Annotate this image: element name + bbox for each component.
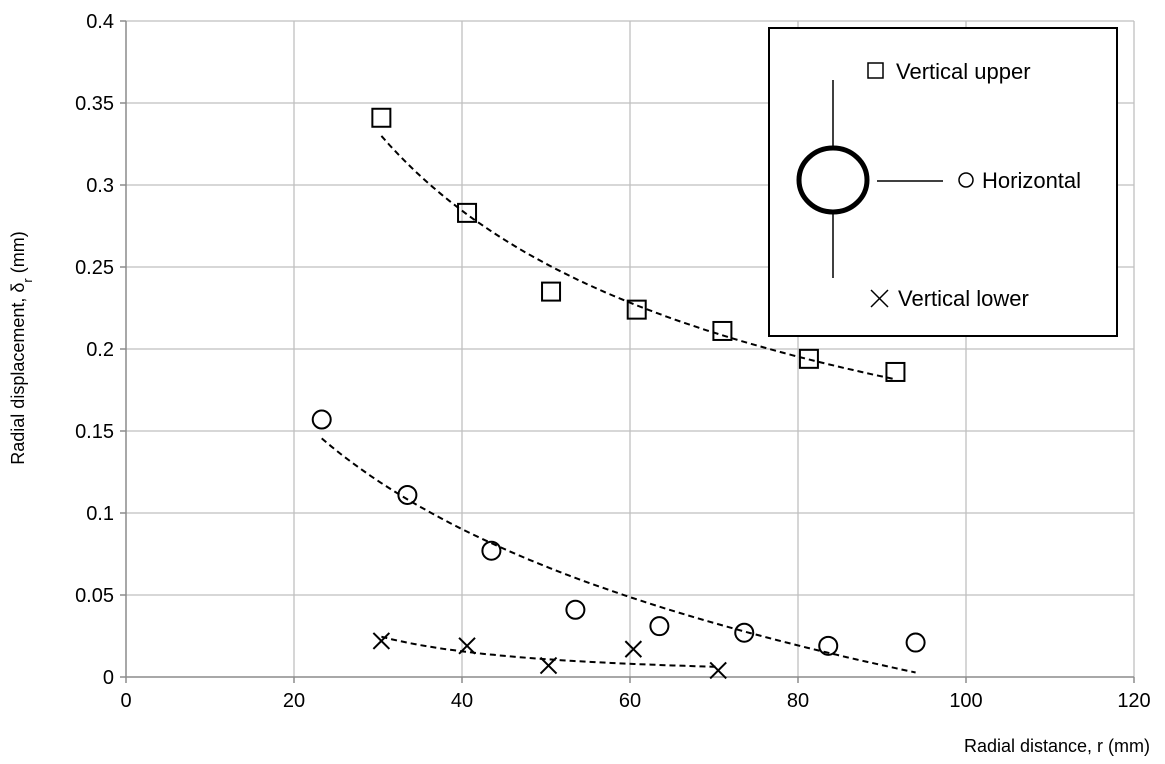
data-point-horizontal bbox=[397, 484, 418, 505]
axes bbox=[120, 20, 1135, 683]
data-point-vertical-upper bbox=[457, 202, 478, 223]
data-point-horizontal bbox=[649, 616, 670, 637]
trendline-vertical-upper bbox=[380, 135, 896, 381]
data-point-horizontal bbox=[311, 409, 332, 430]
data-point-horizontal bbox=[818, 635, 839, 656]
data-point-vertical-lower bbox=[539, 656, 558, 675]
y-tick-label: 0.4 bbox=[86, 11, 114, 33]
legend-square-icon bbox=[867, 62, 884, 79]
y-axis-title: Radial displacement, δr (mm) bbox=[8, 231, 35, 464]
data-point-vertical-upper bbox=[371, 107, 392, 128]
trendline-horizontal bbox=[321, 437, 916, 674]
trendline-vertical-lower bbox=[381, 635, 719, 668]
data-point-vertical-upper bbox=[541, 281, 562, 302]
y-tick-label: 0.25 bbox=[75, 257, 114, 279]
x-tick-label: 120 bbox=[1117, 690, 1150, 712]
legend-label-horizontal: Horizontal bbox=[982, 168, 1081, 193]
x-tick-label: 20 bbox=[283, 690, 305, 712]
x-marker-stroke bbox=[709, 661, 727, 680]
y-axis-title-sub: r bbox=[20, 278, 35, 283]
x-tick-label: 80 bbox=[787, 690, 809, 712]
data-markers bbox=[311, 107, 926, 680]
tick-labels: 0 20 40 60 80 100 120 0 0.05 0.1 0.15 0.2 0.25 0.3 0.3… bbox=[75, 11, 1151, 712]
y-axis-title-unit: (mm) bbox=[8, 231, 28, 278]
x-marker-stroke bbox=[372, 632, 391, 650]
legend-label-vertical-upper: Vertical upper bbox=[896, 59, 1031, 84]
x-marker-stroke bbox=[458, 637, 476, 655]
y-tick-label: 0.2 bbox=[86, 339, 114, 361]
data-point-vertical-lower bbox=[709, 661, 727, 680]
x-tick-label: 60 bbox=[619, 690, 641, 712]
legend-circle-icon bbox=[958, 172, 974, 188]
data-point-horizontal bbox=[734, 622, 755, 643]
legend-x-icon bbox=[870, 289, 889, 308]
data-point-horizontal bbox=[481, 540, 502, 561]
x-tick-label: 100 bbox=[949, 690, 982, 712]
legend-label-vertical-lower: Vertical lower bbox=[898, 286, 1029, 311]
y-tick-label: 0.35 bbox=[75, 93, 114, 115]
trendlines bbox=[321, 135, 916, 674]
legend-box bbox=[768, 27, 1118, 337]
data-point-horizontal bbox=[565, 599, 586, 620]
data-point-vertical-upper bbox=[712, 320, 733, 341]
data-point-vertical-upper bbox=[885, 361, 906, 382]
legend-diagram-tunnel-circle bbox=[796, 145, 870, 215]
y-tick-label: 0.3 bbox=[86, 175, 114, 197]
x-marker-stroke bbox=[539, 656, 558, 675]
x-tick-label: 0 bbox=[120, 690, 131, 712]
data-point-vertical-lower bbox=[624, 640, 643, 658]
y-tick-label: 0.15 bbox=[75, 421, 114, 443]
x-tick-label: 40 bbox=[451, 690, 473, 712]
y-axis-title-main: Radial displacement, δ bbox=[8, 283, 28, 465]
y-tick-label: 0.1 bbox=[86, 503, 114, 525]
data-point-vertical-upper bbox=[626, 299, 647, 320]
y-tick-label: 0.05 bbox=[75, 585, 114, 607]
x-marker-stroke bbox=[624, 640, 643, 658]
y-tick-label: 0 bbox=[103, 667, 114, 689]
x-axis-title: Radial distance, r (mm) bbox=[964, 736, 1150, 756]
data-point-horizontal bbox=[905, 632, 926, 653]
legend: Vertical upper Horizontal Vertical lower bbox=[768, 27, 1118, 337]
data-point-vertical-upper bbox=[798, 348, 819, 369]
data-point-vertical-lower bbox=[372, 632, 391, 650]
data-point-vertical-lower bbox=[458, 637, 476, 655]
